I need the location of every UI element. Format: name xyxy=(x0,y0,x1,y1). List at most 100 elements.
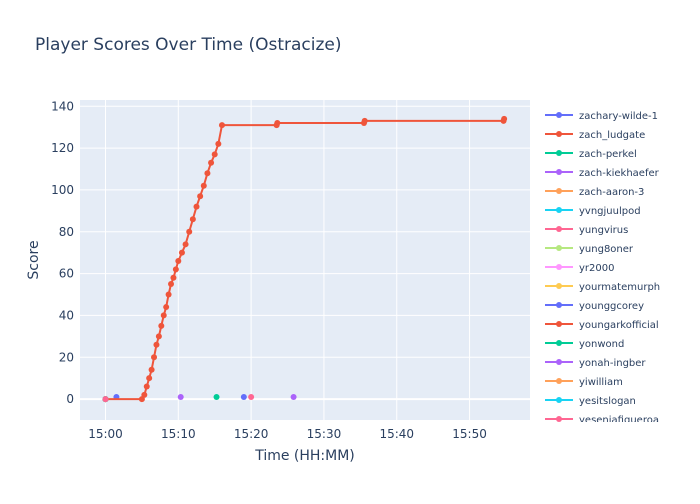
data-point xyxy=(501,115,508,122)
legend-label: yesitslogan xyxy=(579,396,636,407)
legend-marker xyxy=(556,245,562,251)
y-tick-label: 100 xyxy=(51,183,74,197)
legend-label: zach_ludgate xyxy=(579,130,645,141)
data-point xyxy=(163,304,170,311)
data-point xyxy=(172,266,179,273)
data-point xyxy=(240,393,247,400)
legend-item: younggcorey xyxy=(545,301,644,312)
data-point xyxy=(153,341,160,348)
data-point xyxy=(189,216,196,223)
legend-item: youngarkofficial xyxy=(545,320,659,331)
legend-marker xyxy=(556,150,562,156)
data-point xyxy=(204,170,211,177)
legend-label: zach-aaron-3 xyxy=(579,187,644,198)
legend-item: yr2000 xyxy=(545,263,614,274)
legend-marker xyxy=(556,416,562,422)
legend-marker xyxy=(556,131,562,137)
data-point xyxy=(155,333,162,340)
legend-marker xyxy=(556,397,562,403)
data-point xyxy=(215,140,222,147)
legend-label: zach-kiekhaefer xyxy=(579,168,660,179)
legend-label: yungvirus xyxy=(579,225,628,236)
legend-marker xyxy=(556,302,562,308)
legend-item: yeseniafigueroa xyxy=(545,415,659,426)
legend-marker xyxy=(556,207,562,213)
x-tick-label: 15:00 xyxy=(88,427,123,441)
legend-label: yr2000 xyxy=(579,263,614,274)
data-point xyxy=(165,291,172,298)
y-axis-label: Score xyxy=(26,240,42,279)
legend-label: yonwond xyxy=(579,339,624,350)
data-point xyxy=(211,151,218,158)
data-point xyxy=(168,281,175,288)
legend-marker xyxy=(556,321,562,327)
data-point xyxy=(141,391,148,398)
legend-item: yvngjuulpod xyxy=(545,206,641,217)
legend-marker xyxy=(556,112,562,118)
data-layer xyxy=(102,115,508,403)
data-point xyxy=(290,393,297,400)
data-point xyxy=(218,122,225,129)
data-point xyxy=(213,393,220,400)
legend-label: zachary-wilde-1 xyxy=(579,111,658,122)
data-point xyxy=(170,274,177,281)
legend: zachary-wilde-1 zach_ludgate zach-perkel za… xyxy=(545,111,660,426)
x-tick-label: 15:10 xyxy=(161,427,196,441)
legend-label: youngarkofficial xyxy=(579,320,659,331)
data-point xyxy=(186,228,193,235)
x-tick-label: 15:40 xyxy=(379,427,414,441)
legend-item: zach-kiekhaefer xyxy=(545,168,660,179)
plot-background xyxy=(80,100,530,420)
data-point xyxy=(182,241,189,248)
legend-marker xyxy=(556,169,562,175)
y-tick-label: 40 xyxy=(59,308,74,322)
data-point xyxy=(248,393,255,400)
legend-item: zach_ludgate xyxy=(545,130,645,141)
legend-item: yung8oner xyxy=(545,244,634,255)
legend-item: yesitslogan xyxy=(545,396,636,407)
data-point xyxy=(151,354,158,361)
legend-item: yonah-ingber xyxy=(545,358,646,369)
data-point xyxy=(208,159,215,166)
legend-label: zach-perkel xyxy=(579,149,637,160)
legend-marker xyxy=(556,359,562,365)
legend-label: yvngjuulpod xyxy=(579,206,641,217)
x-tick-label: 15:20 xyxy=(234,427,269,441)
data-point xyxy=(361,117,368,124)
data-point xyxy=(200,182,207,189)
y-tick-label: 0 xyxy=(66,392,74,406)
legend-label: younggcorey xyxy=(579,301,644,312)
legend-label: yiwilliam xyxy=(579,377,623,388)
data-point xyxy=(148,366,155,373)
legend-label: yeseniafigueroa xyxy=(579,415,659,426)
y-tick-label: 60 xyxy=(59,267,74,281)
x-tick-label: 15:50 xyxy=(452,427,487,441)
y-tick-label: 20 xyxy=(59,350,74,364)
legend-item: yiwilliam xyxy=(545,377,623,388)
legend-item: zachary-wilde-1 xyxy=(545,111,658,122)
legend-item: zach-aaron-3 xyxy=(545,187,644,198)
legend-label: yourmatemurph xyxy=(579,282,660,293)
legend-item: yourmatemurph xyxy=(545,282,660,293)
y-tick-label: 140 xyxy=(51,99,74,113)
data-point xyxy=(274,120,281,127)
legend-marker xyxy=(556,283,562,289)
y-tick-label: 80 xyxy=(59,225,74,239)
y-tick-label: 120 xyxy=(51,141,74,155)
legend-label: yonah-ingber xyxy=(579,358,646,369)
data-point xyxy=(143,383,150,390)
chart-title: Player Scores Over Time (Ostracize) xyxy=(35,35,342,55)
data-point xyxy=(178,249,185,256)
legend-marker xyxy=(556,264,562,270)
legend-item: zach-perkel xyxy=(545,149,637,160)
data-point xyxy=(193,203,200,210)
legend-marker xyxy=(556,226,562,232)
legend-marker xyxy=(556,340,562,346)
data-point xyxy=(160,312,167,319)
data-point xyxy=(158,322,165,329)
data-point xyxy=(146,375,153,382)
legend-item: yonwond xyxy=(545,339,624,350)
data-point xyxy=(197,193,204,200)
